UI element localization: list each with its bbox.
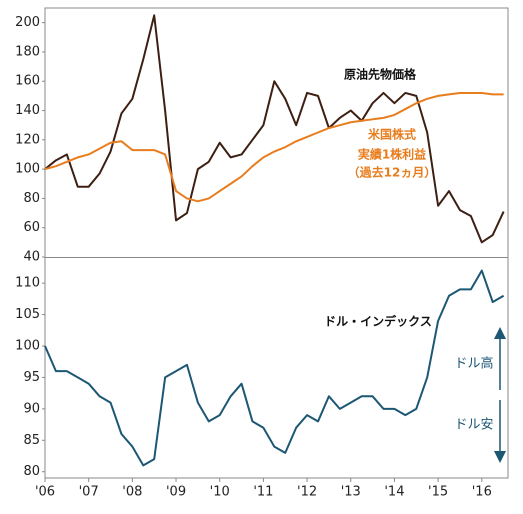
x-tick-label: '16 — [472, 485, 492, 500]
y-tick-label: 120 — [15, 132, 40, 147]
annotation: ドル安 — [454, 418, 493, 433]
x-tick-label: '14 — [384, 485, 404, 500]
x-tick-label: '12 — [297, 485, 317, 500]
y-tick-label: 180 — [15, 44, 40, 59]
y-tick-label: 80 — [23, 464, 40, 479]
y-tick-label: 105 — [15, 307, 40, 322]
annotation: ドル高 — [454, 356, 493, 372]
series-line — [44, 14, 505, 244]
x-tick-label: '13 — [341, 485, 361, 500]
series-label: （過去12ヵ月） — [348, 165, 437, 180]
y-tick-label: 80 — [23, 191, 40, 206]
y-tick-label: 200 — [15, 15, 40, 30]
x-tick-label: '09 — [166, 485, 186, 500]
y-tick-label: 85 — [23, 433, 40, 448]
frame — [44, 7, 509, 479]
series-line — [44, 91, 504, 203]
series-line — [44, 269, 505, 467]
x-tick-label: '11 — [253, 485, 273, 500]
series-label: 実績1株利益 — [358, 147, 426, 162]
x-tick-label: '15 — [428, 485, 448, 500]
y-tick-label: 40 — [23, 250, 40, 265]
series-label: 原油先物価格 — [344, 67, 417, 82]
x-tick-label: '10 — [210, 485, 230, 500]
y-tick-label: 90 — [23, 401, 40, 416]
series-label: ドル・インデックス — [324, 314, 432, 329]
y-tick-label: 95 — [23, 370, 40, 385]
y-tick-label: 60 — [23, 220, 40, 235]
x-tick-label: '06 — [35, 485, 55, 500]
y-tick-label: 110 — [15, 276, 40, 291]
y-tick-label: 100 — [15, 162, 40, 177]
x-tick-label: '07 — [79, 485, 99, 500]
y-tick-label: 140 — [15, 103, 40, 118]
y-tick-label: 100 — [15, 339, 40, 354]
x-tick-label: '08 — [122, 485, 142, 500]
y-tick-label: 160 — [15, 74, 40, 89]
series-label: 米国株式 — [368, 127, 416, 142]
